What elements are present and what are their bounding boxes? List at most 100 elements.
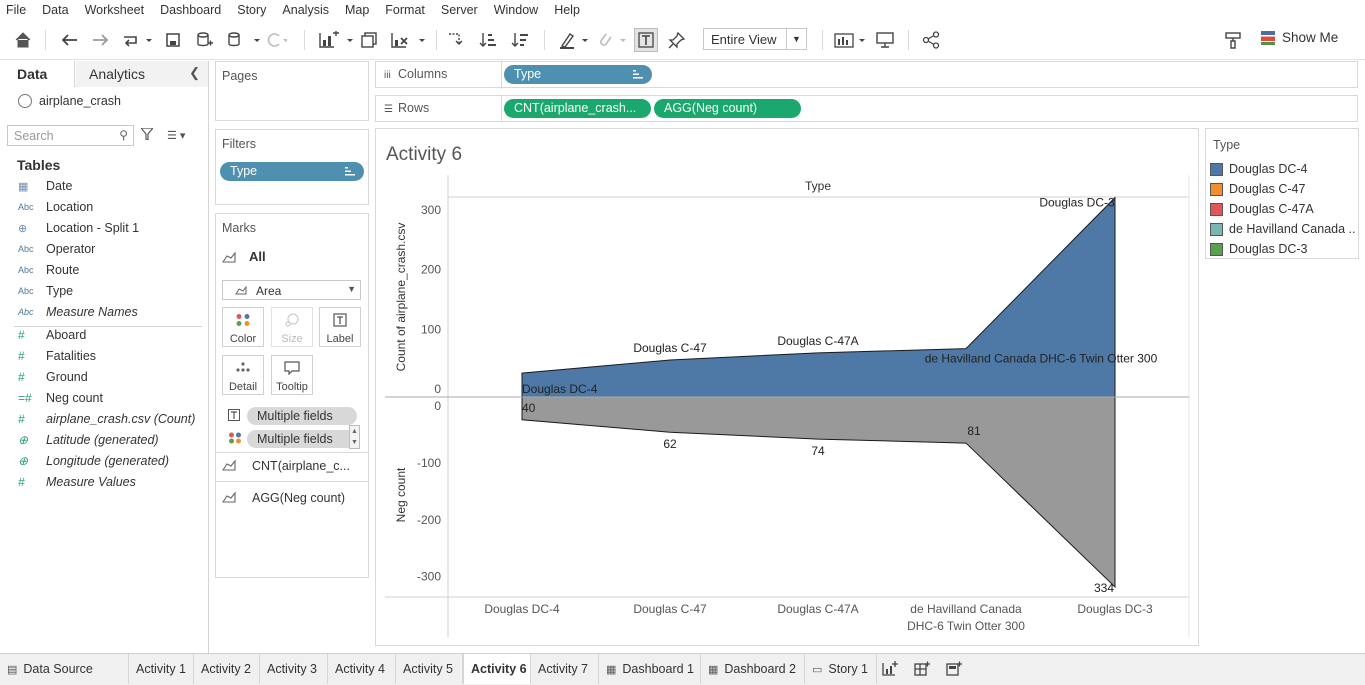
tab-data[interactable]: Data bbox=[0, 61, 75, 87]
view-options-icon[interactable]: ☰ ▾ bbox=[167, 130, 186, 142]
filter-icon[interactable] bbox=[139, 127, 155, 143]
new-worksheet-tab-icon[interactable] bbox=[882, 661, 898, 680]
field-item[interactable]: # Measure Values bbox=[18, 473, 136, 491]
sheet-tab[interactable]: Activity 2 bbox=[194, 654, 260, 684]
collapse-icon[interactable]: ❮ bbox=[189, 65, 200, 80]
mark-type-dropdown[interactable]: Area ▼ bbox=[222, 280, 361, 300]
new-story-tab-icon[interactable] bbox=[946, 661, 962, 680]
swap-icon[interactable] bbox=[444, 29, 466, 51]
sheet-tab[interactable]: ▤ Data Source bbox=[0, 654, 129, 684]
share-icon[interactable] bbox=[920, 29, 942, 51]
menu-help[interactable]: Help bbox=[554, 3, 580, 17]
field-item[interactable]: ⊕ Longitude (generated) bbox=[18, 452, 169, 470]
field-item[interactable]: # Fatalities bbox=[18, 347, 96, 365]
sheet-tab[interactable]: Activity 7 bbox=[531, 654, 599, 684]
legend-item[interactable]: Douglas C-47 bbox=[1210, 179, 1305, 199]
label-button[interactable]: Label bbox=[319, 307, 361, 347]
pause-updates-icon[interactable] bbox=[224, 29, 264, 51]
format-paint-icon[interactable] bbox=[1222, 29, 1244, 51]
field-item[interactable]: =# Neg count bbox=[18, 389, 103, 407]
menu-story[interactable]: Story bbox=[237, 3, 267, 17]
size-button[interactable]: Size bbox=[271, 307, 313, 347]
sheet-tab[interactable]: Activity 3 bbox=[260, 654, 328, 684]
columns-shelf[interactable]: iii Columns Type bbox=[375, 61, 1358, 89]
new-datasource-icon[interactable] bbox=[193, 29, 215, 51]
sheet-tab[interactable]: Activity 6 bbox=[463, 654, 531, 684]
menu-window[interactable]: Window bbox=[493, 3, 539, 17]
presentation-icon[interactable] bbox=[874, 29, 896, 51]
menu-dashboard[interactable]: Dashboard bbox=[160, 3, 222, 17]
field-item[interactable]: Abc Route bbox=[18, 261, 79, 279]
save-icon[interactable] bbox=[162, 29, 184, 51]
new-worksheet-icon[interactable] bbox=[316, 29, 356, 51]
field-item[interactable]: Abc Operator bbox=[18, 240, 95, 258]
menu-worksheet[interactable]: Worksheet bbox=[84, 3, 145, 17]
group-icon[interactable] bbox=[594, 29, 628, 51]
datasource-item[interactable]: airplane_crash bbox=[18, 94, 121, 108]
columns-pill-type[interactable]: Type bbox=[504, 65, 652, 84]
field-item[interactable]: ▦ Date bbox=[18, 177, 72, 195]
menu-server[interactable]: Server bbox=[440, 3, 478, 17]
rows-pill-neg-count[interactable]: AGG(Neg count) bbox=[654, 99, 801, 118]
home-icon[interactable] bbox=[12, 29, 34, 51]
fit-value: Entire View bbox=[711, 31, 777, 47]
field-item[interactable]: ⊕ Latitude (generated) bbox=[18, 431, 159, 449]
field-item[interactable]: Abc Measure Names bbox=[18, 303, 138, 321]
search-input[interactable]: Search ⚲ bbox=[7, 125, 134, 146]
label-multiple-fields-pill[interactable]: Multiple fields bbox=[247, 407, 357, 425]
clear-sheet-icon[interactable] bbox=[388, 29, 428, 51]
show-me-button[interactable]: Show Me bbox=[1261, 30, 1338, 45]
color-button[interactable]: Color bbox=[222, 307, 264, 347]
redo-icon[interactable] bbox=[90, 29, 112, 51]
field-item[interactable]: # Aboard bbox=[18, 326, 86, 344]
menu-analysis[interactable]: Analysis bbox=[282, 3, 329, 17]
sheet-tab[interactable]: Activity 4 bbox=[328, 654, 396, 684]
duplicate-icon[interactable] bbox=[358, 29, 380, 51]
detail-button[interactable]: Detail bbox=[222, 355, 264, 395]
field-item[interactable]: # Ground bbox=[18, 368, 88, 386]
highlight-icon[interactable] bbox=[556, 29, 590, 51]
color-multiple-fields-pill[interactable]: Multiple fields bbox=[247, 430, 357, 448]
marks-row-neg[interactable]: AGG(Neg count) bbox=[221, 485, 362, 511]
new-dashboard-tab-icon[interactable] bbox=[914, 661, 930, 680]
sheet-tab[interactable]: ▭ Story 1 bbox=[805, 654, 877, 684]
menu-map[interactable]: Map bbox=[344, 3, 370, 17]
undo-icon[interactable] bbox=[58, 29, 80, 51]
field-item[interactable]: Abc Location bbox=[18, 198, 93, 216]
pages-card[interactable]: Pages bbox=[215, 61, 369, 121]
sheet-tab[interactable]: Activity 1 bbox=[129, 654, 194, 684]
tab-analytics[interactable]: Analytics ❮ bbox=[76, 61, 208, 87]
rows-shelf[interactable]: ☰ Rows CNT(airplane_crash... AGG(Neg coun… bbox=[375, 95, 1358, 123]
menu-data[interactable]: Data bbox=[42, 3, 69, 17]
legend-item[interactable]: de Havilland Canada .. bbox=[1210, 219, 1355, 239]
legend-item[interactable]: Douglas DC-3 bbox=[1210, 239, 1308, 259]
field-item[interactable]: ⊕ Location - Split 1 bbox=[18, 219, 139, 237]
sort-descending-icon[interactable] bbox=[509, 29, 531, 51]
legend-item[interactable]: Douglas DC-4 bbox=[1210, 159, 1308, 179]
cards-icon[interactable] bbox=[832, 29, 868, 51]
area-series-neg-count[interactable] bbox=[521, 396, 1116, 589]
field-item[interactable]: # airplane_crash.csv (Count) bbox=[18, 410, 195, 428]
area-chart[interactable]: Type 0 100 200 300 0 -100 -200 -300 Count of airp… bbox=[377, 170, 1197, 645]
menu-file[interactable]: File bbox=[6, 3, 27, 17]
sheet-tab[interactable]: Activity 5 bbox=[396, 654, 463, 684]
marks-all-header[interactable]: All bbox=[222, 249, 266, 264]
rows-pill-count[interactable]: CNT(airplane_crash... bbox=[504, 99, 651, 118]
pin-icon[interactable] bbox=[666, 29, 688, 51]
refresh-icon[interactable] bbox=[264, 29, 288, 51]
field-item[interactable]: Abc Type bbox=[18, 282, 73, 300]
sheet-tab[interactable]: ▦ Dashboard 1 bbox=[599, 654, 701, 684]
sort-ascending-icon[interactable] bbox=[477, 29, 499, 51]
sheet-tab[interactable]: ▦ Dashboard 2 bbox=[701, 654, 805, 684]
tooltip-button[interactable]: Tooltip bbox=[271, 355, 313, 395]
marks-row-cnt[interactable]: CNT(airplane_c... bbox=[221, 453, 362, 479]
legend-item[interactable]: Douglas C-47A bbox=[1210, 199, 1314, 219]
show-mark-labels-icon[interactable] bbox=[634, 28, 658, 52]
filters-card[interactable]: Filters Type bbox=[215, 129, 369, 205]
menu-format[interactable]: Format bbox=[385, 3, 425, 17]
filter-pill-type[interactable]: Type bbox=[220, 162, 364, 181]
fit-dropdown[interactable]: Entire View ▼ bbox=[703, 28, 807, 50]
replay-icon[interactable] bbox=[120, 29, 154, 51]
scrollbar[interactable]: ▲ ▼ bbox=[349, 425, 360, 449]
area-series-count[interactable] bbox=[521, 196, 1116, 398]
